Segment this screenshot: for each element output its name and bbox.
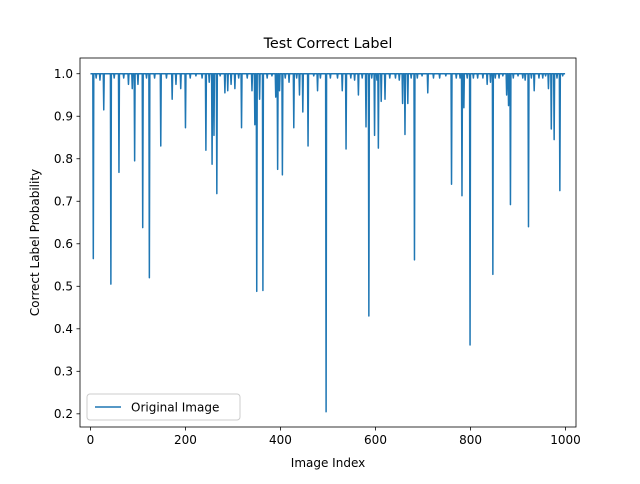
y-tick-label: 0.9 <box>54 109 73 123</box>
plot-frame <box>79 57 577 428</box>
series-line-group <box>90 72 566 413</box>
y-tick-label: 0.6 <box>54 237 73 251</box>
y-tick-label: 0.8 <box>54 152 73 166</box>
legend-box <box>86 393 241 421</box>
chart-title: Test Correct Label <box>263 36 393 52</box>
y-axis-label: Correct Label Probability <box>28 169 42 316</box>
x-tick-label: 200 <box>174 433 197 447</box>
y-tick-label: 0.2 <box>54 407 73 421</box>
y-axis: 0.2 0.3 0.4 0.5 0.6 0.7 0.8 0.9 1.0 <box>54 67 80 421</box>
x-tick-label: 0 <box>87 433 95 447</box>
y-tick-label: 1.0 <box>54 67 73 81</box>
x-tick-label: 400 <box>269 433 292 447</box>
y-tick-label: 0.3 <box>54 365 73 379</box>
series-line-original-image <box>90 72 566 413</box>
y-tick-label: 0.7 <box>54 194 73 208</box>
x-axis-label: Image Index <box>291 456 365 470</box>
y-tick-label: 0.4 <box>54 322 73 336</box>
x-tick-label: 800 <box>459 433 482 447</box>
x-tick-label: 1000 <box>550 433 581 447</box>
legend: Original Image <box>86 393 241 421</box>
x-axis: 0 200 400 600 800 1000 <box>87 427 581 447</box>
x-tick-label: 600 <box>364 433 387 447</box>
legend-label-original-image: Original Image <box>131 401 219 415</box>
y-tick-label: 0.5 <box>54 279 73 293</box>
